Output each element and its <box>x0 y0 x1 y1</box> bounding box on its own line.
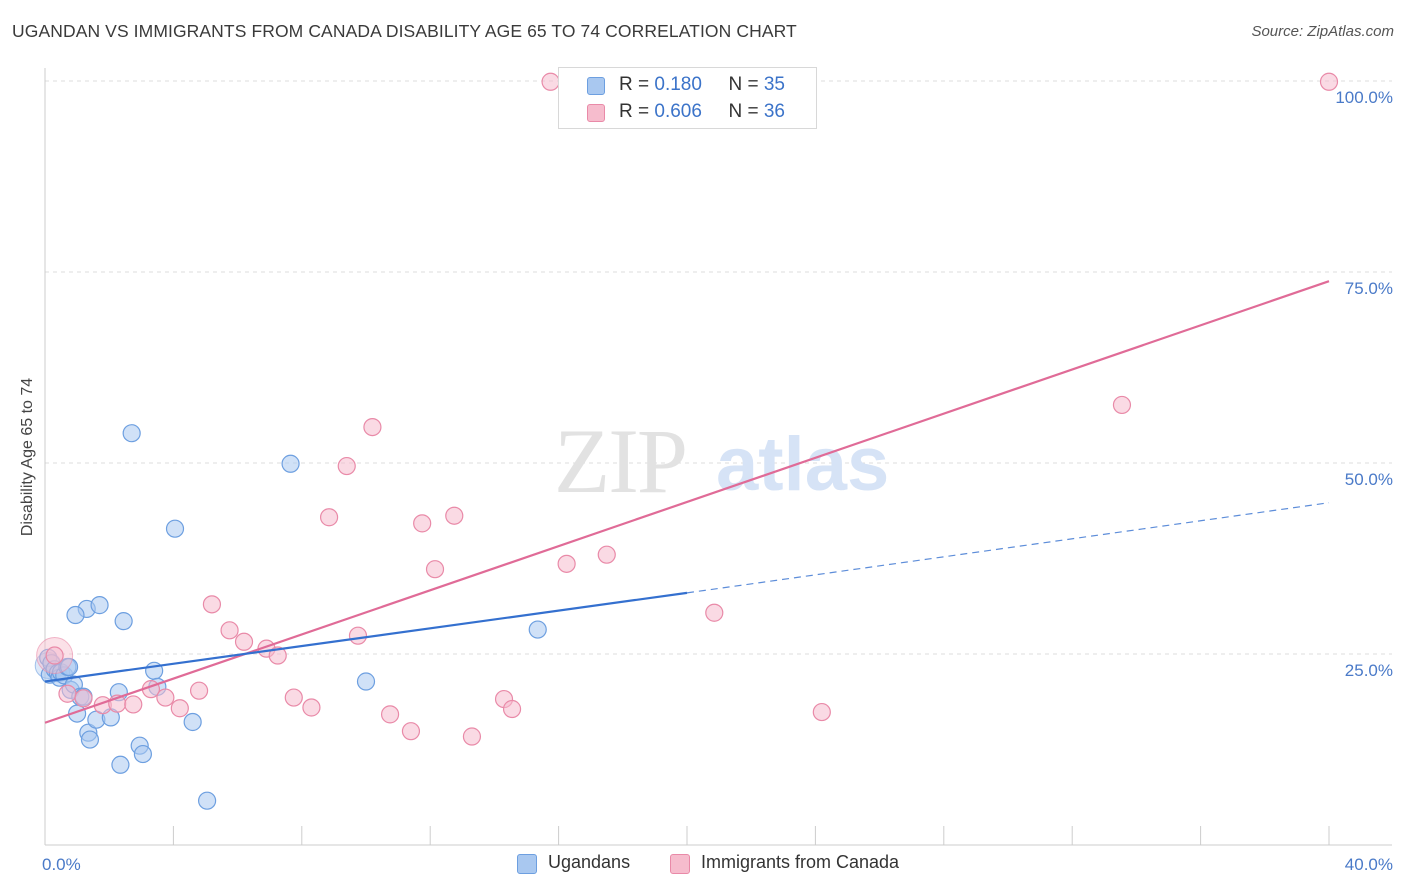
data-point <box>234 632 254 651</box>
data-point <box>557 554 576 573</box>
series-legend: Ugandans Immigrants from Canada <box>0 851 1406 877</box>
data-point <box>1112 395 1132 415</box>
legend-r-value: 0.606 <box>654 101 702 122</box>
data-point <box>401 722 421 741</box>
data-point <box>80 730 100 749</box>
source-label: Source: ZipAtlas.com <box>1251 23 1394 40</box>
data-point <box>425 560 445 579</box>
data-point <box>597 545 616 564</box>
legend-swatch-blue <box>587 77 605 95</box>
data-point <box>705 603 724 622</box>
legend-n-value: 35 <box>763 74 785 95</box>
data-point <box>302 698 321 717</box>
y-tick-label: 100.0% <box>1335 88 1393 107</box>
data-point <box>156 688 175 707</box>
y-tick-labels: 25.0% 50.0% 75.0% 100.0% <box>1335 88 1393 680</box>
data-point <box>268 646 287 665</box>
chart-title: UGANDAN VS IMMIGRANTS FROM CANADA DISABI… <box>12 21 797 41</box>
data-point <box>183 712 202 732</box>
canada-points <box>36 72 1339 746</box>
data-point <box>220 621 239 640</box>
data-point <box>66 605 85 625</box>
data-point <box>170 699 189 718</box>
data-point <box>189 681 209 700</box>
legend-label-ugandans: Ugandans <box>548 852 631 872</box>
data-point <box>198 791 217 810</box>
legend-r-value: 0.180 <box>654 74 702 95</box>
trend-lines <box>44 280 1330 724</box>
data-point <box>122 424 141 443</box>
data-point <box>1319 72 1339 91</box>
watermark-atlas: atlas <box>716 422 889 507</box>
legend-n-value: 36 <box>763 101 785 122</box>
legend-swatch-blue <box>517 854 537 874</box>
data-point <box>356 672 376 691</box>
data-point <box>281 454 300 473</box>
y-tick-label: 25.0% <box>1345 661 1393 680</box>
axes <box>44 68 1392 846</box>
data-point <box>337 456 356 476</box>
legend-label-canada: Immigrants from Canada <box>701 852 900 872</box>
data-point <box>380 705 400 724</box>
x-tick-label: 40.0% <box>1345 855 1393 874</box>
trend-line-ugandans-extension <box>686 502 1330 594</box>
legend-swatch-pink <box>587 104 605 122</box>
data-point <box>111 755 130 774</box>
data-point <box>348 626 368 645</box>
data-point <box>413 514 432 533</box>
data-point <box>124 695 143 714</box>
legend-swatch-pink <box>670 854 690 874</box>
data-point <box>462 727 482 746</box>
watermark: ZIP atlas <box>554 410 889 512</box>
watermark-zip: ZIP <box>554 410 686 512</box>
ugandans-points <box>34 424 547 810</box>
data-point <box>90 596 109 615</box>
legend-r-label: R = <box>619 74 655 95</box>
y-tick-label: 75.0% <box>1345 279 1393 298</box>
data-point <box>445 506 464 525</box>
x-tick-labels: 0.0% 40.0% <box>42 855 1393 874</box>
x-tick-label: 0.0% <box>42 855 81 874</box>
data-point <box>58 684 77 703</box>
data-point <box>165 519 185 538</box>
y-axis-title: Disability Age 65 to 74 <box>19 378 36 536</box>
legend-r-label: R = <box>619 101 655 122</box>
data-point <box>45 646 64 665</box>
data-point <box>812 702 831 722</box>
legend-n-label: N = <box>728 74 764 95</box>
correlation-legend: R = 0.180 N = 35 R = 0.606 N = 36 <box>558 67 817 129</box>
data-point <box>363 417 382 437</box>
data-point <box>528 620 547 639</box>
data-point <box>133 744 153 764</box>
grid-lines <box>45 80 1392 655</box>
trend-line-ugandans <box>44 591 688 683</box>
data-point <box>114 612 133 631</box>
data-point <box>284 688 303 707</box>
data-point <box>541 72 560 91</box>
data-point <box>319 508 339 527</box>
data-point <box>502 699 522 719</box>
y-tick-label: 50.0% <box>1345 470 1393 489</box>
legend-n-label: N = <box>728 101 764 122</box>
data-point <box>202 595 222 614</box>
data-point <box>74 689 93 708</box>
trend-line-canada <box>44 280 1330 724</box>
